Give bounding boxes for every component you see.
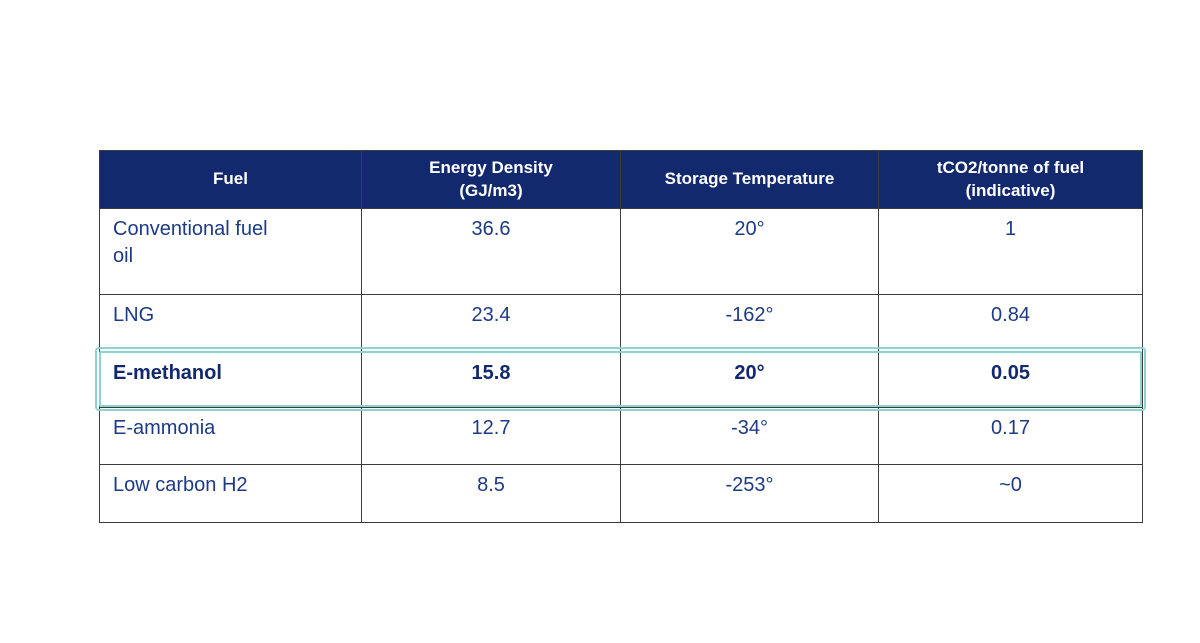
cell-tco2: 0.05: [878, 352, 1143, 408]
table-row: LNG 23.4 -162° 0.84: [99, 294, 1143, 353]
cell-tco2: 0.17: [878, 407, 1143, 465]
cell-tco2: 1: [878, 208, 1143, 295]
cell-storage-temperature: 20°: [620, 352, 879, 408]
table-row-highlighted: E-methanol 15.8 20° 0.05: [99, 352, 1143, 408]
cell-fuel: Low carbon H2: [99, 464, 362, 523]
cell-storage-temperature: -253°: [620, 464, 879, 523]
header-cell-tco2: tCO2/tonne of fuel (indicative): [878, 150, 1143, 209]
cell-energy-density: 12.7: [361, 407, 621, 465]
cell-energy-density: 15.8: [361, 352, 621, 408]
cell-fuel: Conventional fuel oil: [99, 208, 362, 295]
table-row: E-ammonia 12.7 -34° 0.17: [99, 407, 1143, 465]
cell-tco2: ~0: [878, 464, 1143, 523]
fuel-comparison-table: Fuel Energy Density (GJ/m3) Storage Temp…: [99, 150, 1143, 523]
cell-fuel: LNG: [99, 294, 362, 353]
cell-energy-density: 8.5: [361, 464, 621, 523]
cell-energy-density: 23.4: [361, 294, 621, 353]
table-row: Low carbon H2 8.5 -253° ~0: [99, 464, 1143, 523]
cell-fuel: E-methanol: [99, 352, 362, 408]
table-header-row: Fuel Energy Density (GJ/m3) Storage Temp…: [99, 150, 1143, 209]
table-row: Conventional fuel oil 36.6 20° 1: [99, 208, 1143, 295]
cell-storage-temperature: -34°: [620, 407, 879, 465]
header-cell-fuel: Fuel: [99, 150, 362, 209]
cell-tco2: 0.84: [878, 294, 1143, 353]
header-cell-energy-density: Energy Density (GJ/m3): [361, 150, 621, 209]
cell-storage-temperature: 20°: [620, 208, 879, 295]
cell-energy-density: 36.6: [361, 208, 621, 295]
header-cell-storage-temperature: Storage Temperature: [620, 150, 879, 209]
cell-fuel: E-ammonia: [99, 407, 362, 465]
cell-storage-temperature: -162°: [620, 294, 879, 353]
